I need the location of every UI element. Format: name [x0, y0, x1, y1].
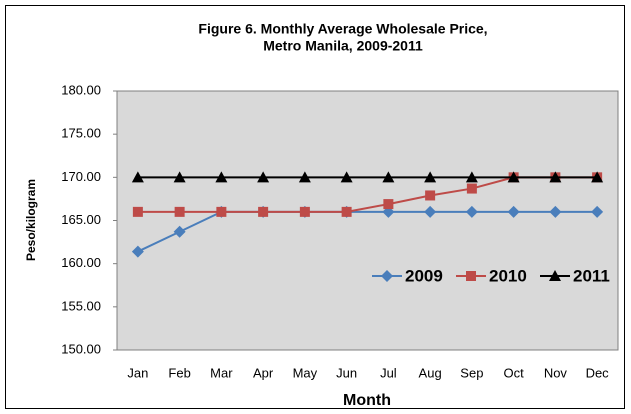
y-tick-label: 160.00: [61, 255, 101, 270]
chart-subtitle: Metro Manila, 2009-2011: [263, 38, 423, 54]
x-tick-label: May: [293, 365, 318, 380]
data-point: [465, 171, 478, 183]
data-point: [174, 206, 185, 217]
data-point: [465, 205, 478, 218]
data-point: [340, 171, 353, 183]
data-point: [173, 225, 186, 238]
data-point: [216, 206, 227, 217]
data-point: [507, 171, 520, 183]
legend-label: 2009: [405, 266, 443, 285]
data-point: [425, 190, 436, 201]
data-point: [257, 171, 270, 183]
legend-label: 2011: [573, 266, 610, 285]
plot-area: [116, 90, 619, 351]
data-point: [215, 171, 228, 183]
x-tick-label: Dec: [586, 365, 610, 380]
x-tick-label: Jul: [380, 365, 397, 380]
data-point: [131, 171, 144, 183]
legend-marker: [466, 271, 476, 281]
y-axis-label: Peso/kilogram: [24, 179, 38, 261]
data-point: [132, 206, 143, 217]
data-point: [466, 183, 477, 194]
data-point: [424, 205, 437, 218]
data-point: [341, 206, 352, 217]
x-tick-label: Jan: [127, 365, 148, 380]
x-tick-label: Feb: [168, 365, 190, 380]
y-tick-label: 155.00: [61, 298, 101, 313]
chart-title: Figure 6. Monthly Average Wholesale Pric…: [198, 21, 487, 37]
x-tick-label: Apr: [253, 365, 274, 380]
x-tick-label: Jun: [336, 365, 357, 380]
x-axis-label: Month: [343, 392, 391, 409]
legend-marker: [381, 270, 393, 282]
series-line: [137, 210, 598, 253]
legend-label: 2010: [489, 266, 527, 285]
data-point: [549, 171, 562, 183]
x-tick-label: Aug: [419, 365, 442, 380]
y-tick-label: 150.00: [61, 341, 101, 356]
legend-marker: [549, 270, 561, 281]
x-tick-label: Mar: [210, 365, 233, 380]
data-point: [173, 171, 186, 183]
x-tick-label: Nov: [544, 365, 568, 380]
data-point: [591, 171, 604, 183]
data-point: [299, 206, 310, 217]
x-tick-label: Sep: [460, 365, 483, 380]
data-point: [549, 205, 562, 218]
data-point: [298, 171, 311, 183]
data-point: [382, 171, 395, 183]
y-tick-label: 170.00: [61, 169, 101, 184]
data-point: [383, 199, 394, 210]
data-point: [131, 245, 144, 258]
x-tick-label: Oct: [504, 365, 525, 380]
data-point: [424, 171, 437, 183]
data-point: [258, 206, 269, 217]
data-point: [591, 205, 604, 218]
y-tick-label: 180.00: [61, 82, 101, 97]
y-tick-label: 165.00: [61, 212, 101, 227]
data-point: [507, 205, 520, 218]
y-tick-label: 175.00: [61, 126, 101, 141]
